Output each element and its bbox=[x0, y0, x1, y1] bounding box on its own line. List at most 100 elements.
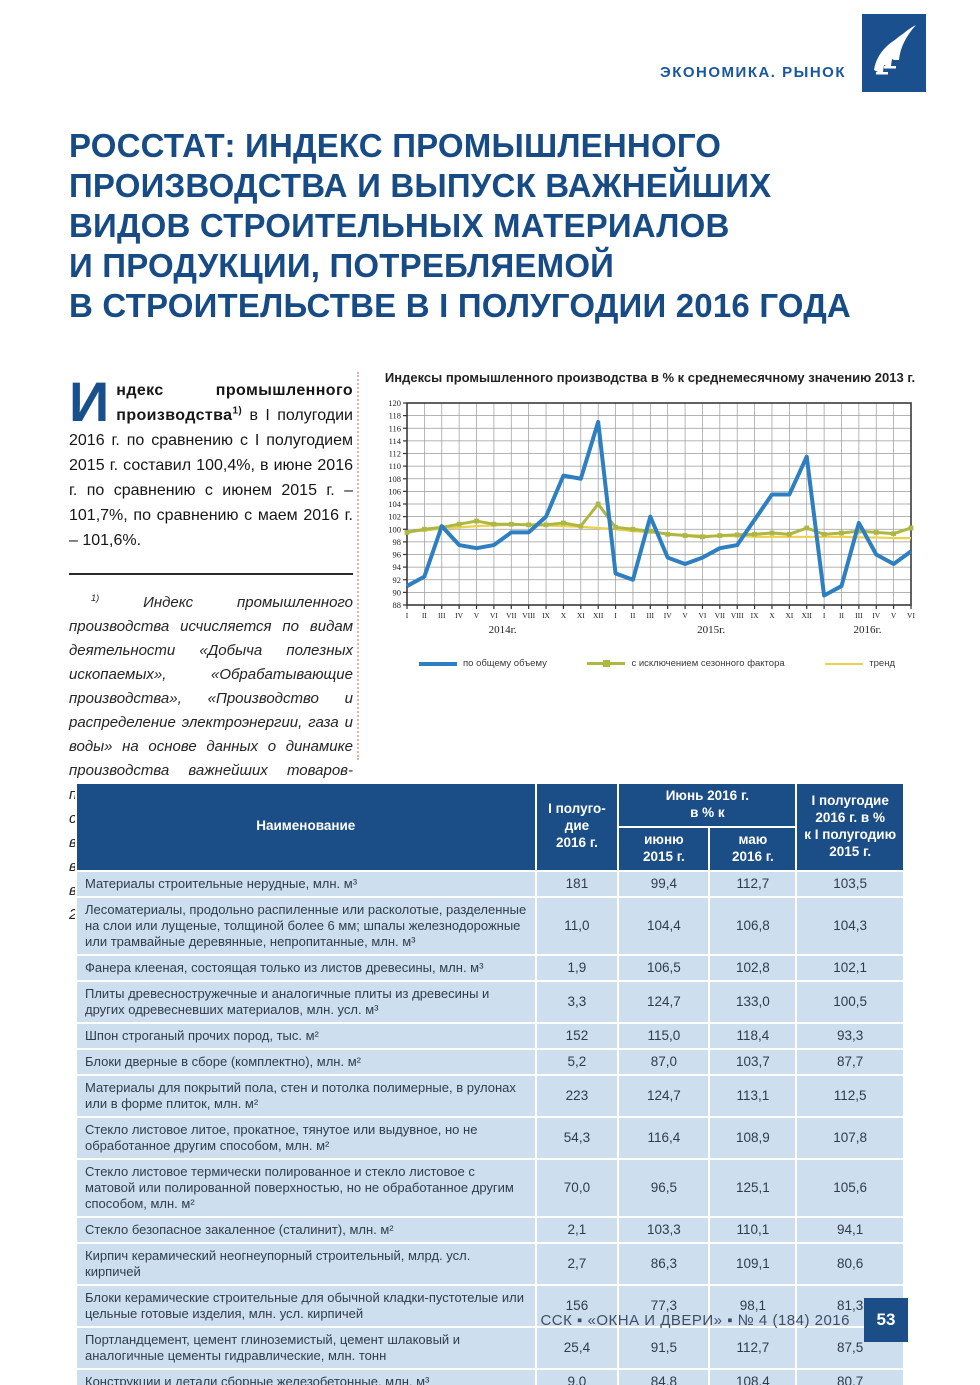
row-value-cell: 109,1 bbox=[708, 1241, 798, 1286]
row-value-cell: 91,5 bbox=[617, 1325, 711, 1370]
svg-text:VI: VI bbox=[907, 611, 915, 620]
row-name-cell: Стекло листовое термически полированное … bbox=[75, 1157, 537, 1218]
row-name-cell: Конструкции и детали сборные железобетон… bbox=[75, 1367, 537, 1385]
drop-cap: И bbox=[69, 370, 110, 433]
table-row: Фанера клееная, состоящая только из лист… bbox=[75, 953, 905, 982]
legend-line-yellow-icon bbox=[825, 662, 864, 665]
row-name-cell: Шпон строганый прочих пород, тыс. м² bbox=[75, 1021, 537, 1050]
row-name-cell: Портландцемент, цемент глиноземистый, це… bbox=[75, 1325, 537, 1370]
svg-text:X: X bbox=[769, 611, 775, 620]
page-number-badge: 53 bbox=[864, 1298, 908, 1342]
chart-title: Индексы промышленного производства в % к… bbox=[384, 370, 916, 385]
row-name-cell: Стекло листовое литое, прокатное, тянуто… bbox=[75, 1115, 537, 1160]
row-value-cell: 104,3 bbox=[795, 895, 905, 956]
row-value-cell: 106,5 bbox=[617, 953, 711, 982]
svg-text:102: 102 bbox=[388, 512, 401, 522]
svg-text:VIII: VIII bbox=[731, 611, 744, 620]
svg-text:110: 110 bbox=[389, 461, 401, 471]
footnote-reference: 1) bbox=[232, 405, 243, 417]
legend-line-blue-icon bbox=[419, 661, 457, 666]
row-value-cell: 80,7 bbox=[795, 1367, 905, 1385]
row-value-cell: 87,5 bbox=[795, 1325, 905, 1370]
svg-text:II: II bbox=[422, 611, 427, 620]
row-value-cell: 124,7 bbox=[617, 979, 711, 1024]
svg-text:98: 98 bbox=[393, 537, 402, 547]
row-value-cell: 102,1 bbox=[795, 953, 905, 982]
table-row: Портландцемент, цемент глиноземистый, це… bbox=[75, 1325, 905, 1370]
table-row: Блоки дверные в сборе (комплектно), млн.… bbox=[75, 1047, 905, 1076]
svg-text:2015г.: 2015г. bbox=[697, 624, 725, 636]
table-row: Конструкции и детали сборные железобетон… bbox=[75, 1367, 905, 1385]
page-title-line: РОССТАТ: ИНДЕКС ПРОМЫШЛЕННОГО bbox=[69, 127, 722, 164]
footnote-marker: 1) bbox=[91, 593, 100, 603]
svg-text:XII: XII bbox=[802, 611, 813, 620]
row-name-cell: Блоки керамические строительные для обыч… bbox=[75, 1283, 537, 1328]
col-header-june-group: Июнь 2016 г. в % к bbox=[617, 782, 798, 828]
row-name-cell: Стекло безопасное закаленное (сталинит),… bbox=[75, 1215, 537, 1244]
column-divider bbox=[357, 372, 359, 760]
row-value-cell: 25,4 bbox=[534, 1325, 620, 1370]
section-label: ЭКОНОМИКА. РЫНОК bbox=[660, 64, 846, 81]
col-header-may-2016: маю 2016 г. bbox=[708, 825, 798, 872]
row-value-cell: 112,5 bbox=[795, 1073, 905, 1118]
row-value-cell: 99,4 bbox=[617, 869, 711, 898]
svg-text:I: I bbox=[614, 611, 617, 620]
row-value-cell: 102,8 bbox=[708, 953, 798, 982]
row-name-cell: Блоки дверные в сборе (комплектно), млн.… bbox=[75, 1047, 537, 1076]
svg-text:IX: IX bbox=[751, 611, 759, 620]
row-value-cell: 87,7 bbox=[795, 1047, 905, 1076]
svg-text:II: II bbox=[839, 611, 844, 620]
row-value-cell: 1,9 bbox=[534, 953, 620, 982]
row-value-cell: 9,0 bbox=[534, 1367, 620, 1385]
row-name-cell: Фанера клееная, состоящая только из лист… bbox=[75, 953, 537, 982]
row-value-cell: 94,1 bbox=[795, 1215, 905, 1244]
row-value-cell: 125,1 bbox=[708, 1157, 798, 1218]
row-value-cell: 116,4 bbox=[617, 1115, 711, 1160]
svg-text:IV: IV bbox=[872, 611, 880, 620]
row-value-cell: 100,5 bbox=[795, 979, 905, 1024]
svg-text:120: 120 bbox=[388, 398, 401, 408]
row-name-cell: Лесоматериалы, продольно распиленные или… bbox=[75, 895, 537, 956]
svg-text:108: 108 bbox=[388, 474, 401, 484]
row-value-cell: 152 bbox=[534, 1021, 620, 1050]
page-title: РОССТАТ: ИНДЕКС ПРОМЫШЛЕННОГО ПРОИЗВОДСТ… bbox=[69, 126, 949, 326]
page-title-line: ВИДОВ СТРОИТЕЛЬНЫХ МАТЕРИАЛОВ bbox=[69, 207, 730, 244]
row-value-cell: 93,3 bbox=[795, 1021, 905, 1050]
row-value-cell: 87,0 bbox=[617, 1047, 711, 1076]
legend-label: с исключением сезонного фактора bbox=[631, 658, 785, 669]
row-value-cell: 124,7 bbox=[617, 1073, 711, 1118]
table-body: Материалы строительные нерудные, млн. м³… bbox=[75, 869, 905, 1385]
svg-text:106: 106 bbox=[388, 486, 401, 496]
legend-item-total: по общему объему bbox=[419, 658, 547, 669]
svg-text:112: 112 bbox=[389, 449, 401, 459]
svg-text:V: V bbox=[682, 611, 688, 620]
row-value-cell: 103,3 bbox=[617, 1215, 711, 1244]
row-value-cell: 115,0 bbox=[617, 1021, 711, 1050]
svg-text:118: 118 bbox=[389, 411, 401, 421]
svg-text:114: 114 bbox=[389, 436, 402, 446]
svg-text:I: I bbox=[406, 611, 409, 620]
page-title-line: В СТРОИТЕЛЬСТВЕ В I ПОЛУГОДИИ 2016 ГОДА bbox=[69, 287, 851, 324]
col-header-half-vs-half: I полугодие 2016 г. в % к I полугодию 20… bbox=[795, 782, 905, 872]
svg-text:VI: VI bbox=[490, 611, 498, 620]
row-value-cell: 107,8 bbox=[795, 1115, 905, 1160]
legend-label: по общему объему bbox=[463, 658, 547, 669]
svg-text:2016г.: 2016г. bbox=[854, 624, 882, 636]
col-header-name: Наименование bbox=[75, 782, 537, 872]
table-row: Стекло листовое термически полированное … bbox=[75, 1157, 905, 1218]
svg-text:90: 90 bbox=[393, 587, 402, 597]
svg-text:VII: VII bbox=[715, 611, 726, 620]
row-value-cell: 108,9 bbox=[708, 1115, 798, 1160]
row-value-cell: 105,6 bbox=[795, 1157, 905, 1218]
row-value-cell: 11,0 bbox=[534, 895, 620, 956]
svg-text:88: 88 bbox=[393, 600, 402, 610]
row-value-cell: 54,3 bbox=[534, 1115, 620, 1160]
row-value-cell: 80,6 bbox=[795, 1241, 905, 1286]
svg-text:VII: VII bbox=[506, 611, 517, 620]
table-row: Стекло безопасное закаленное (сталинит),… bbox=[75, 1215, 905, 1244]
row-value-cell: 112,7 bbox=[708, 1325, 798, 1370]
svg-text:IV: IV bbox=[455, 611, 463, 620]
row-value-cell: 106,8 bbox=[708, 895, 798, 956]
